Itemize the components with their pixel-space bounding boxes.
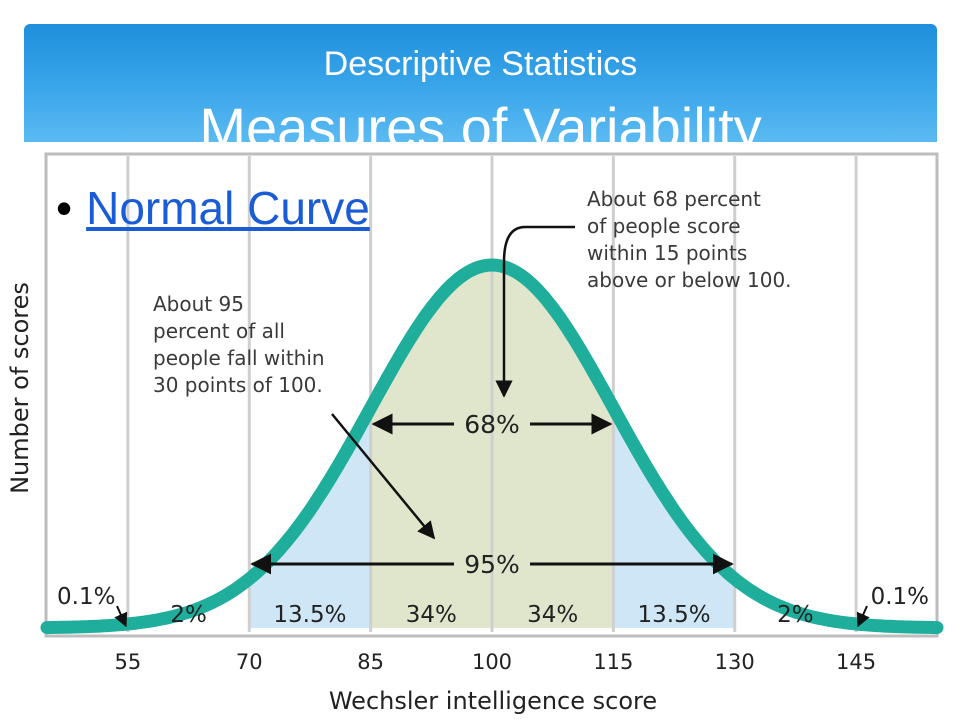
x-tick-label: 55 (115, 650, 142, 674)
slide-subtitle: Descriptive Statistics (323, 45, 638, 83)
region-percent-label: 2% (170, 602, 207, 628)
annotation-68-percent: About 68 percent of people score within … (587, 187, 792, 292)
range-percent-label: 68% (464, 410, 520, 439)
callout-arrow-95 (331, 413, 436, 540)
region-percent-label: 34% (406, 602, 457, 628)
region-percent-label: 2% (777, 602, 814, 628)
tail-arrow-right (856, 605, 870, 628)
normal-curve-line (40, 258, 944, 635)
x-axis-label: Wechsler intelligence score (329, 687, 657, 715)
bullet-dot-icon: • (56, 182, 73, 234)
x-tick-label: 100 (472, 650, 512, 674)
annotation-95-percent: About 95 percent of all people fall with… (153, 292, 325, 397)
x-tick-label: 70 (236, 650, 263, 674)
region-percent-label: 13.5% (638, 602, 711, 628)
normal-curve-link[interactable]: Normal Curve (86, 182, 370, 234)
x-tick-label: 130 (715, 650, 755, 674)
range-percent-label: 95% (464, 550, 520, 579)
region-percent-label: 0.1% (871, 584, 929, 610)
region-percent-label: 13.5% (273, 602, 346, 628)
callout-arrow-68 (495, 225, 575, 398)
region-percent-label: 34% (527, 602, 578, 628)
slide-title: Measures of Variability (199, 96, 762, 159)
title-banner: Descriptive Statistics Measures of Varia… (24, 24, 937, 158)
region-percent-label: 0.1% (57, 584, 115, 610)
x-tick-label: 145 (836, 650, 876, 674)
bullet-item: • Normal Curve (56, 178, 370, 238)
x-tick-label: 115 (593, 650, 633, 674)
y-axis-label: Number of scores (6, 282, 34, 494)
tail-arrow-left (114, 605, 128, 628)
x-tick-label: 85 (357, 650, 384, 674)
